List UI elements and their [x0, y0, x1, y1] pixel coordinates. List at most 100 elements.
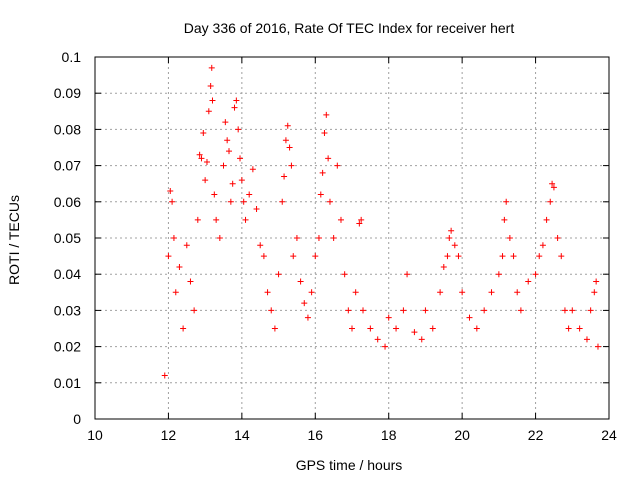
data-point	[429, 325, 436, 332]
data-point	[180, 325, 187, 332]
y-tick-label: 0.06	[54, 194, 81, 210]
data-point	[205, 108, 212, 115]
data-point	[352, 289, 359, 296]
data-point	[191, 307, 198, 314]
data-point	[203, 158, 210, 165]
y-tick-label: 0.04	[54, 266, 81, 282]
data-point	[288, 162, 295, 169]
data-point	[532, 271, 539, 278]
data-point	[506, 235, 513, 241]
x-tick-label: 18	[381, 427, 397, 443]
data-point	[536, 253, 543, 260]
data-point	[594, 343, 601, 350]
data-point	[268, 307, 275, 314]
data-point	[326, 198, 333, 205]
data-point	[183, 242, 190, 249]
data-point	[437, 289, 444, 296]
data-points	[161, 64, 601, 379]
data-point	[549, 180, 556, 187]
y-tick-label: 0.1	[62, 49, 82, 65]
data-point	[501, 216, 508, 223]
data-point	[459, 289, 466, 296]
data-point	[325, 155, 332, 162]
data-point	[202, 177, 209, 184]
data-point	[211, 191, 218, 198]
data-point	[284, 122, 291, 129]
data-point	[207, 82, 214, 89]
data-point	[448, 227, 455, 234]
x-tick-label: 10	[87, 427, 103, 443]
data-point	[349, 325, 355, 332]
data-point	[334, 162, 341, 169]
data-point	[367, 325, 374, 332]
data-point	[229, 180, 236, 187]
data-point	[220, 162, 227, 169]
data-point	[308, 289, 315, 296]
data-point	[169, 198, 176, 205]
data-point	[172, 289, 179, 296]
data-point	[222, 119, 229, 126]
y-tick-labels: 0 0.01 0.02 0.03 0.04 0.05 0.06 0.07 0.08 0.09 0.1	[54, 49, 81, 427]
data-point	[466, 314, 473, 321]
data-point	[385, 314, 392, 321]
data-point	[187, 278, 194, 285]
data-point	[264, 289, 271, 296]
data-point	[554, 235, 561, 241]
data-point	[297, 278, 304, 285]
x-axis-label: GPS time / hours	[296, 457, 403, 473]
data-point	[196, 151, 203, 158]
data-point	[337, 216, 344, 223]
data-point	[418, 336, 425, 343]
data-point	[374, 336, 381, 343]
data-point	[569, 307, 576, 314]
data-point	[194, 216, 201, 223]
gridlines	[95, 57, 609, 419]
data-point	[167, 187, 174, 194]
data-point	[550, 184, 557, 191]
x-tick-labels: 10 12 14 16 18 20 22 24	[87, 427, 617, 443]
data-point	[170, 235, 177, 241]
data-point	[591, 289, 598, 296]
y-tick-label: 0.07	[54, 158, 81, 174]
data-point	[257, 242, 264, 249]
data-point	[356, 220, 363, 227]
data-point	[260, 253, 267, 260]
data-point	[271, 325, 278, 332]
data-point	[400, 307, 407, 314]
data-point	[315, 235, 322, 241]
data-point	[422, 307, 429, 314]
data-point	[317, 191, 324, 198]
data-point	[514, 289, 521, 296]
data-point	[281, 173, 288, 180]
data-point	[510, 253, 517, 260]
data-point	[198, 155, 205, 162]
data-point	[249, 166, 256, 173]
data-point	[242, 216, 249, 223]
data-point	[440, 263, 447, 270]
data-point	[282, 137, 289, 144]
data-point	[404, 271, 411, 278]
data-point	[286, 144, 293, 151]
data-point	[341, 271, 348, 278]
x-tick-label: 14	[234, 427, 250, 443]
data-point	[235, 126, 242, 133]
y-tick-label: 0	[73, 411, 81, 427]
chart-title: Day 336 of 2016, Rate Of TEC Index for r…	[184, 20, 515, 36]
data-point	[558, 253, 565, 260]
data-point	[301, 300, 308, 307]
x-tick-label: 16	[307, 427, 323, 443]
data-point	[444, 253, 451, 260]
x-tick-label: 20	[454, 427, 470, 443]
data-point	[231, 104, 238, 111]
data-point	[226, 148, 233, 155]
data-point	[495, 271, 502, 278]
data-point	[253, 206, 260, 213]
data-point	[304, 314, 311, 321]
data-point	[237, 155, 244, 162]
data-point	[503, 198, 510, 205]
data-point	[227, 198, 234, 205]
x-tick-label: 24	[601, 427, 617, 443]
data-point	[161, 372, 168, 379]
data-point	[240, 198, 247, 205]
data-point	[319, 169, 326, 176]
